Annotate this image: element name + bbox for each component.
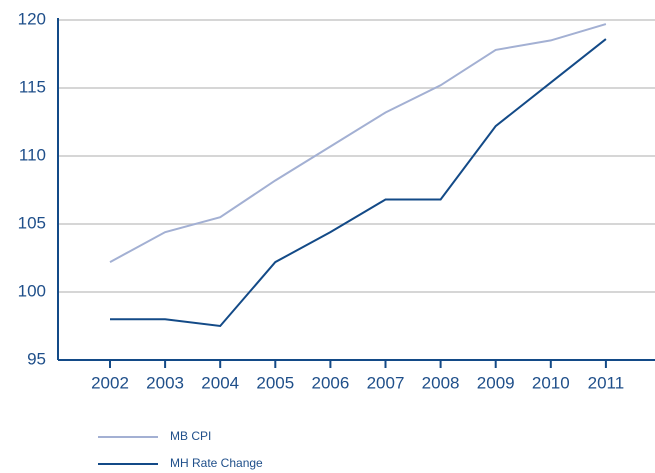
- x-tick-label: 2009: [477, 373, 515, 392]
- x-tick-label: 2005: [256, 373, 294, 392]
- series-line: [109, 23, 607, 263]
- y-tick-label: 110: [19, 145, 46, 164]
- legend-label: MH Rate Change: [170, 456, 263, 470]
- x-tick-label: 2011: [588, 373, 625, 392]
- legend-label: MB CPI: [170, 429, 211, 443]
- x-tick-label: 2002: [91, 373, 129, 392]
- x-tick-label: 2007: [367, 373, 405, 392]
- x-tick-label: 2004: [201, 373, 239, 392]
- x-tick-label: 2006: [311, 373, 349, 392]
- y-tick-label: 120: [18, 9, 46, 28]
- x-tick-label: 2010: [532, 373, 570, 392]
- y-tick-label: 100: [18, 281, 46, 300]
- y-tick-label: 95: [27, 349, 46, 368]
- series-line: [110, 38, 607, 328]
- x-tick-label: 2008: [422, 373, 460, 392]
- y-tick-label: 115: [19, 77, 46, 96]
- x-tick-label: 2003: [146, 373, 184, 392]
- y-tick-label: 105: [18, 213, 46, 232]
